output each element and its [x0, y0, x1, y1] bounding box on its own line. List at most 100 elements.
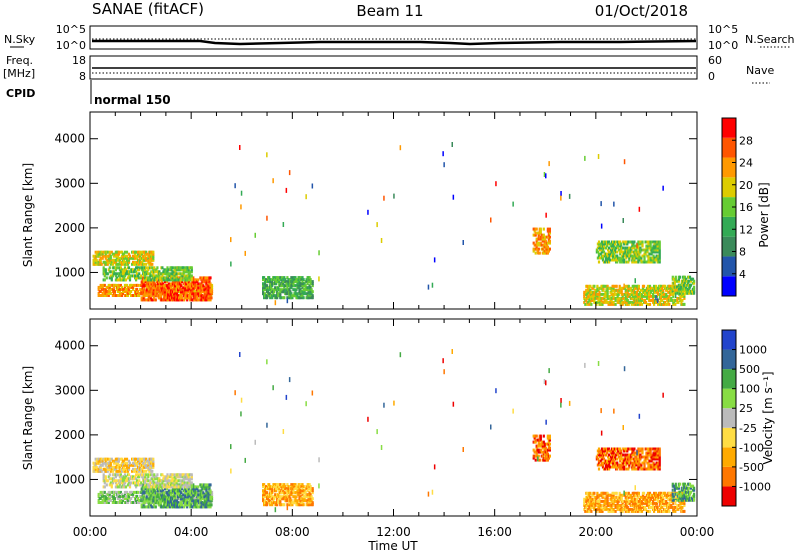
echo-cell: [168, 278, 170, 281]
echo-cell: [209, 282, 211, 285]
echo-cell: [100, 491, 102, 494]
echo-cell: [109, 458, 111, 461]
echo-cell: [286, 188, 288, 193]
echo-cell: [635, 278, 637, 283]
colorbar-tick-label: 28: [739, 134, 753, 147]
echo-cell: [434, 257, 436, 262]
echo-cell: [115, 272, 117, 275]
cpid-label: CPID: [6, 87, 35, 100]
echo-cell: [202, 491, 204, 494]
echo-cell: [627, 241, 629, 244]
echo-cell: [560, 196, 562, 201]
echo-cell: [153, 493, 155, 496]
echo-cell: [289, 170, 291, 175]
echo-cell: [650, 295, 652, 298]
echo-cell: [145, 470, 147, 473]
noise-right-tick-top: 10^5: [708, 23, 738, 36]
echo-cell: [147, 272, 149, 275]
echo-cell: [616, 458, 618, 461]
echo-cell: [168, 485, 170, 488]
echo-cell: [109, 284, 111, 287]
echo-cell: [303, 503, 305, 506]
echo-cell: [266, 216, 268, 221]
echo-cell: [662, 289, 664, 292]
echo-cell: [176, 479, 178, 482]
echo-cell: [107, 458, 109, 461]
colorbar-swatch: [722, 158, 736, 178]
echo-cell: [138, 479, 140, 482]
echo-cell: [197, 282, 199, 285]
echo-cell: [636, 243, 638, 248]
echo-cell: [677, 301, 679, 304]
echo-cell: [638, 285, 640, 288]
echo-cell: [110, 255, 112, 258]
cpid-value: normal 150: [94, 93, 171, 107]
echo-cell: [598, 154, 600, 159]
echo-cell: [655, 295, 657, 300]
echo-cell: [598, 261, 600, 264]
echo-cell: [117, 473, 119, 476]
echo-cell: [137, 284, 139, 287]
echo-cell: [312, 294, 314, 297]
echo-cell: [305, 499, 307, 502]
echo-cell: [103, 255, 105, 258]
colorbar-swatch: [722, 276, 736, 296]
echo-cell: [115, 294, 117, 297]
echo-cell: [590, 303, 592, 306]
echo-cell: [544, 443, 546, 446]
echo-cell: [110, 292, 112, 295]
echo-cell: [197, 278, 199, 281]
echo-cell: [110, 499, 112, 502]
echo-cell: [279, 288, 281, 291]
echo-cell: [117, 485, 119, 488]
echo-cell: [210, 503, 212, 506]
echo-cell: [549, 236, 551, 239]
echo-cell: [140, 274, 142, 277]
echo-cell: [688, 280, 690, 283]
echo-cell: [101, 470, 103, 473]
echo-cell: [613, 301, 615, 304]
echo-cell: [191, 266, 193, 269]
echo-cell: [601, 224, 603, 229]
echo-cell: [541, 244, 543, 247]
echo-cell: [547, 435, 549, 438]
noise-right-tick-bottom: 10^0: [708, 39, 738, 52]
echo-cell: [541, 451, 543, 454]
echo-cell: [649, 303, 651, 306]
echo-cell: [428, 285, 430, 290]
echo-cell: [163, 491, 165, 494]
echo-cell: [305, 284, 307, 287]
echo-cell: [622, 293, 624, 296]
echo-cell: [197, 489, 199, 492]
echo-cell: [676, 297, 678, 300]
echo-cell: [210, 497, 212, 500]
echo-cell: [197, 485, 199, 488]
echo-cell: [549, 248, 551, 251]
echo-cell: [624, 247, 626, 250]
echo-cell: [164, 288, 166, 291]
echo-cell: [675, 276, 677, 279]
echo-cell: [600, 293, 602, 296]
echo-cell: [171, 266, 173, 269]
echo-cell: [287, 298, 289, 303]
echo-cell: [535, 232, 537, 235]
echo-cell: [126, 458, 128, 461]
echo-cell: [239, 145, 241, 150]
echo-cell: [641, 241, 643, 244]
echo-cell: [138, 272, 140, 275]
echo-cell: [613, 285, 615, 288]
echo-cell: [245, 251, 247, 256]
echo-cell: [240, 204, 242, 209]
echo-cell: [210, 296, 212, 299]
echo-cell: [180, 491, 182, 494]
echo-cell: [126, 251, 128, 254]
echo-cell: [150, 294, 152, 297]
echo-cell: [126, 255, 128, 258]
echo-cell: [540, 435, 542, 438]
echo-cell: [142, 462, 144, 465]
echo-cell: [167, 475, 169, 478]
colorbar-tick-label: 12: [739, 223, 753, 236]
echo-cell: [125, 278, 127, 281]
echo-cell: [151, 263, 153, 266]
echo-cell: [680, 286, 682, 289]
